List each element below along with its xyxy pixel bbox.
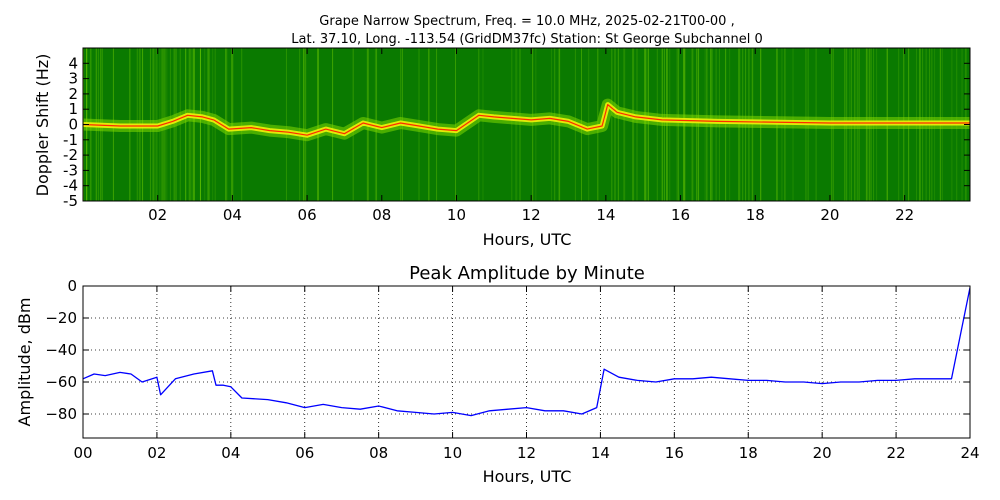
spectrogram-noise-streak [299,48,301,201]
spectrogram-xtick-label: 16 [671,206,690,224]
amplitude-series-line [83,287,970,417]
spectrogram-noise-streak [305,48,307,201]
spectrogram-noise-streak [185,48,187,201]
spectrogram-xtick-label: 08 [372,206,391,224]
spectrogram-xlabel: Hours, UTC [483,230,572,249]
spectrogram-xtick-label: 20 [820,206,839,224]
spectrogram-ytick-label: -3 [63,161,78,179]
amplitude-ytick-label: 0 [67,277,77,295]
spectrogram-noise-streak [614,48,616,201]
amplitude-ylabel: Amplitude, dBm [15,298,34,427]
spectrogram-noise-streak [317,48,319,201]
figure-title-line1: Grape Narrow Spectrum, Freq. = 10.0 MHz,… [319,14,734,29]
spectrogram-xtick-label: 14 [596,206,615,224]
spectrogram-noise-streak [303,48,305,201]
amplitude-xtick-label: 10 [443,444,462,462]
spectrogram-xtick-label: 02 [148,206,167,224]
spectrogram-noise-streak [623,48,625,201]
spectrogram-noise-streak [636,48,638,201]
spectrogram-noise-streak [317,48,319,201]
amplitude-xtick-label: 14 [591,444,610,462]
spectrogram-noise-streak [632,48,634,201]
spectrogram-peak-trace [83,104,970,136]
amplitude-xtick-label: 18 [739,444,758,462]
spectrogram-ytick-label: -1 [63,131,78,149]
spectrogram-ytick-label: 1 [68,100,78,118]
amplitude-xtick-label: 00 [73,444,92,462]
spectrogram-xtick-label: 18 [746,206,765,224]
amplitude-xtick-label: 06 [295,444,314,462]
amplitude-xtick-label: 20 [813,444,832,462]
spectrogram-ytick-label: 3 [68,70,78,88]
amplitude-xtick-label: 12 [517,444,536,462]
spectrogram-noise-streak [617,48,619,201]
spectrogram-noise-streak [482,48,484,201]
amplitude-ytick-label: −80 [45,405,77,423]
spectrogram-noise-streak [184,48,186,201]
amplitude-xtick-label: 24 [960,444,979,462]
spectrogram-noise-streak [317,48,319,201]
spectrogram-noise-streak [188,48,190,201]
spectrogram-noise-streak [644,48,646,201]
spectrogram-noise-streak [204,48,206,201]
amplitude-ytick-label: −40 [45,341,77,359]
spectrogram-noise-streak [511,48,513,201]
spectrogram-noise-streak [199,48,201,201]
spectrogram-noise-streak [192,48,194,201]
spectrogram-ytick-label: 4 [68,54,78,72]
amplitude-xtick-label: 22 [887,444,906,462]
spectrogram-noise-streak [633,48,635,201]
spectrogram-noise-streak [332,48,334,201]
figure-title-line2: Lat. 37.10, Long. -113.54 (GridDM37fc) S… [291,32,762,47]
spectrogram-noise-streak [285,48,287,201]
spectrogram-noise-streak [646,48,648,201]
amplitude-xtick-label: 02 [147,444,166,462]
spectrogram-noise-streak [191,48,193,201]
spectrogram-ytick-label: 0 [68,116,78,134]
spectrogram-noise-streak [611,48,613,201]
spectrogram-noise-streak [478,48,480,201]
amplitude-title: Peak Amplitude by Minute [409,263,645,284]
spectrogram-ytick-label: -5 [63,192,78,210]
amplitude-panel: Peak Amplitude by Minute 00 02 04 06 08 10 12 1… [15,263,980,486]
spectrogram-noise-streak [193,48,195,201]
amplitude-xlabel: Hours, UTC [483,467,572,486]
spectrogram-xtick-label: 04 [223,206,242,224]
spectrogram-noise-streak [304,48,306,201]
spectrogram-xtick-label: 22 [895,206,914,224]
amplitude-xtick-label: 04 [221,444,240,462]
spectrogram-ylabel: Doppler Shift (Hz) [33,54,52,197]
spectrogram-noise-streak [199,48,201,201]
spectrogram-ytick-label: 2 [68,85,78,103]
amplitude-ytick-label: −60 [45,373,77,391]
amplitude-ytick-label: −20 [45,309,77,327]
spectrogram-noise-streak [192,48,194,201]
spectrogram-xtick-label: 06 [298,206,317,224]
amplitude-xtick-label: 16 [665,444,684,462]
spectrogram-xtick-label: 10 [447,206,466,224]
spectrogram-ytick-label: -2 [63,146,78,164]
spectrogram-noise-streak [647,48,649,201]
amplitude-xtick-label: 08 [369,444,388,462]
spectrogram-noise-streak [624,48,626,201]
spectrogram-noise-streak [189,48,191,201]
spectrogram-xtick-label: 12 [522,206,541,224]
spectrogram-noise-streak [645,48,647,201]
spectrogram-ytick-label: -4 [63,177,78,195]
